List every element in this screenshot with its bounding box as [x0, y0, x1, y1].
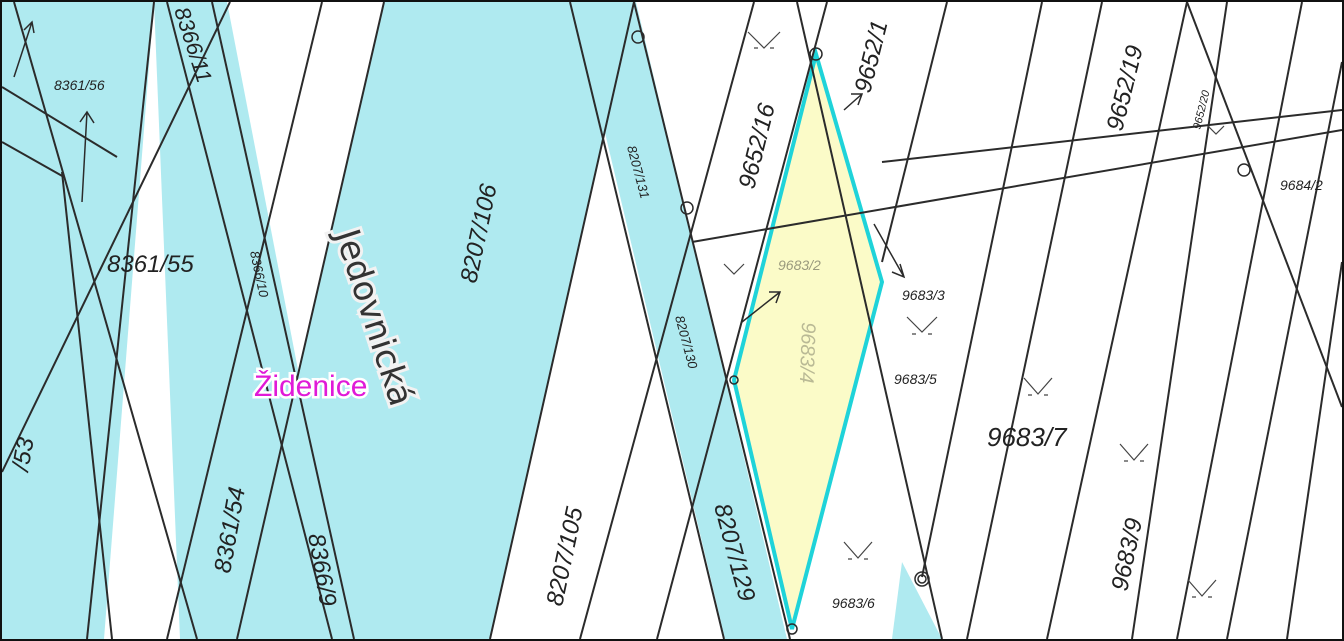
parcel-label: 9652/19: [1102, 43, 1149, 134]
boundary-nodes: [631, 30, 1251, 635]
arrow-icon: [13, 20, 35, 78]
boundary-line: [166, 2, 323, 639]
boundary-line: [86, 2, 155, 639]
meadow-symbol-icon: [1187, 579, 1217, 598]
meadow-symbol-icon: [1023, 377, 1053, 396]
arrow-icon: [843, 93, 864, 111]
boundary-line: [1226, 61, 1342, 639]
boundary-line: [61, 171, 113, 639]
meadow-symbol-icon: [723, 263, 745, 275]
boundary-line: [1286, 261, 1342, 639]
arrow-icon: [79, 110, 95, 203]
parcel-label: 9683/5: [894, 371, 937, 387]
boundary-line: [966, 2, 1103, 639]
boundary-line: [921, 2, 1043, 578]
boundary-line: [1046, 2, 1188, 639]
water-areas: [2, 2, 942, 639]
boundary-node: [631, 30, 645, 44]
boundary-line: [2, 86, 118, 158]
parcel-label: 9683/6: [832, 595, 875, 611]
parcel-label: 8361/55: [107, 251, 194, 278]
boundary-line: [656, 2, 828, 639]
locality-label: Židenice: [254, 370, 367, 403]
boundary-line: [2, 141, 65, 178]
boundary-line: [211, 2, 355, 639]
parcel-label: 9683/2: [778, 257, 821, 273]
map-arrows: [13, 20, 906, 323]
meadow-symbol-icon: [1207, 125, 1225, 135]
parcel-label: 8207/105: [541, 504, 588, 608]
parcel-label: 8361/56: [54, 77, 105, 93]
boundary-line: [236, 2, 385, 639]
boundary-line: [1186, 2, 1342, 408]
boundary-line: [166, 2, 333, 639]
arrow-icon: [741, 291, 782, 323]
water-area-8207-131: [574, 2, 787, 639]
water-area-east-corner: [892, 562, 942, 639]
meadow-symbol-icon: [843, 541, 873, 560]
meadow-symbol-icon: [747, 31, 781, 49]
parcel-label: 9684/2: [1280, 177, 1323, 193]
water-area-8207-106: [236, 2, 634, 639]
boundary-line: [633, 2, 791, 639]
meadow-symbols: [723, 31, 1225, 598]
parcel-label: 9683/7: [987, 422, 1068, 452]
parcel-label: 9683/9: [1106, 516, 1148, 593]
boundary-line: [881, 109, 1342, 163]
boundary-node: [1237, 163, 1251, 177]
parcel-label: 9652/1: [850, 18, 894, 96]
boundary-line: [796, 2, 943, 639]
boundary-node: [917, 574, 927, 584]
boundary-node: [729, 375, 739, 385]
boundary-node: [680, 201, 694, 215]
arrow-icon: [873, 223, 906, 279]
meadow-symbol-icon: [906, 316, 938, 335]
boundary-line: [1131, 2, 1228, 639]
parcel-label: 9683/3: [902, 287, 945, 303]
boundary-node: [809, 47, 823, 61]
meadow-symbol-icon: [1119, 443, 1149, 462]
boundary-node: [914, 571, 930, 587]
boundary-line: [2, 2, 231, 473]
boundary-line: [579, 2, 755, 639]
boundary-line: [1176, 2, 1303, 639]
boundary-line: [569, 2, 725, 639]
boundary-line: [489, 2, 635, 639]
selected-parcel-label: 9683/4: [795, 322, 819, 384]
boundary-node: [786, 623, 798, 635]
boundary-line: [691, 129, 1342, 243]
parcel-label: 9652/16: [734, 100, 781, 191]
boundary-line: [13, 2, 198, 639]
boundary-line: [881, 2, 948, 263]
parcel-label: /53: [7, 435, 40, 475]
selected-parcel[interactable]: [731, 46, 885, 630]
